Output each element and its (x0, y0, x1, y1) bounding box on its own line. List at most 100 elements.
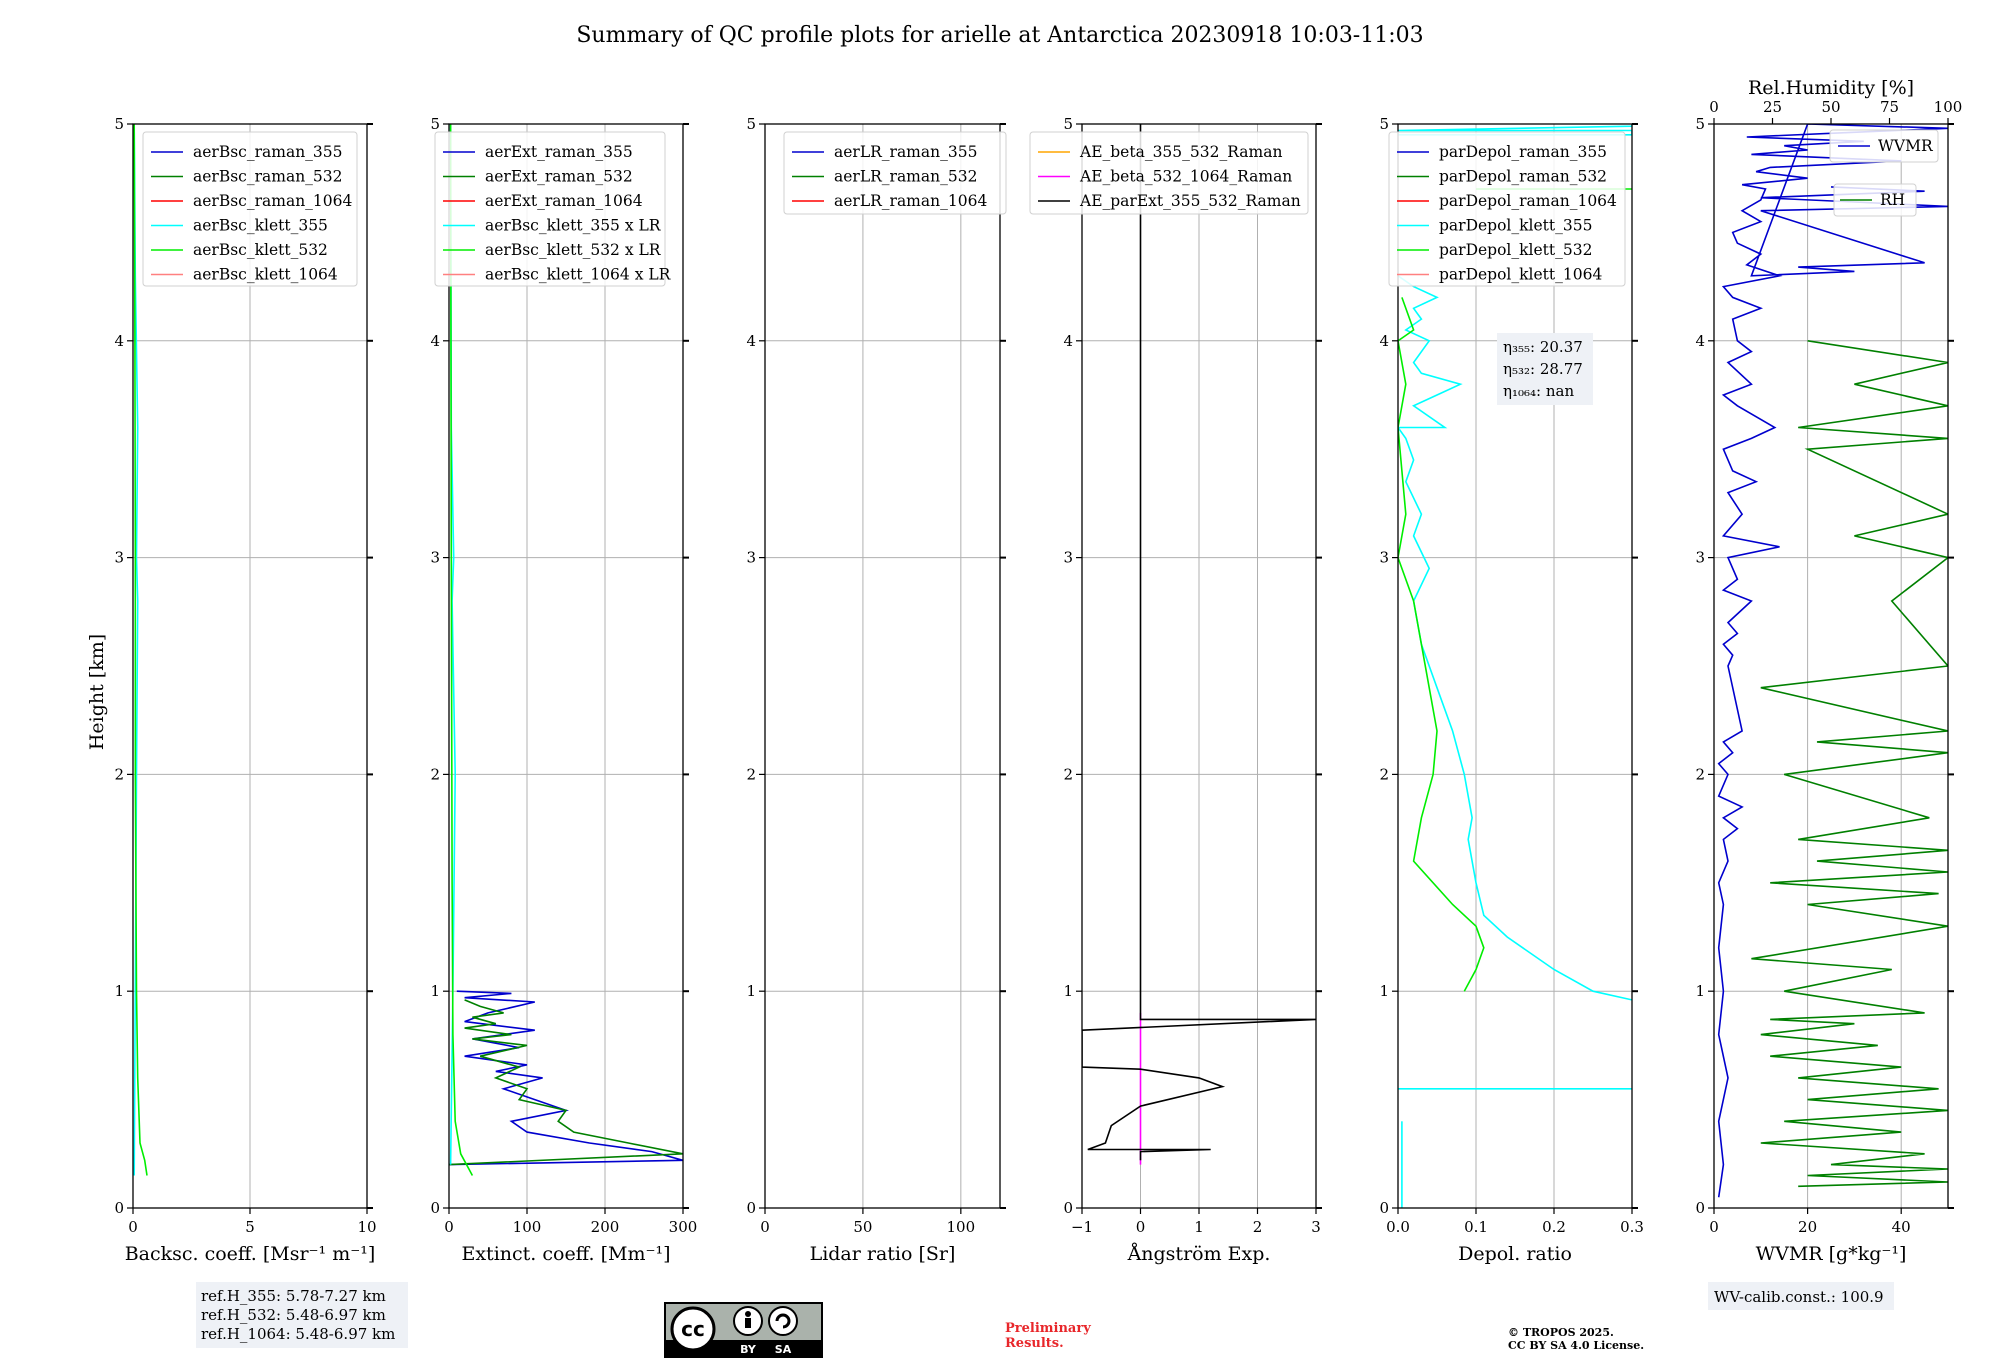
y-tick-label: 3 (1695, 549, 1705, 567)
sa-icon-arrow (775, 1313, 791, 1329)
y-tick-label: 0 (1063, 1199, 1073, 1217)
x-tick-label: 0.1 (1464, 1218, 1488, 1236)
y-tick-label: 4 (746, 332, 756, 350)
y-tick-label: 1 (746, 982, 756, 1000)
legend-entry: aerBsc_klett_355 (193, 217, 328, 235)
eta-value: η₁₀₆₄: nan (1503, 382, 1574, 400)
y-tick-label: 1 (430, 982, 440, 1000)
top-axis-label: Rel.Humidity [%] (1748, 77, 1914, 99)
top-x-tick-label: 25 (1763, 98, 1782, 116)
top-x-tick-label: 50 (1821, 98, 1840, 116)
legend-entry: aerBsc_raman_532 (193, 168, 343, 186)
legend-entry: aerLR_raman_355 (834, 143, 977, 161)
sa-icon (768, 1306, 798, 1336)
y-tick-label: 5 (1379, 115, 1389, 133)
series-line-aerExt_raman_355 (449, 990, 683, 1166)
y-axis-label: Height [km] (86, 634, 108, 750)
x-tick-label: 200 (591, 1218, 620, 1236)
y-tick-label: 0 (1695, 1199, 1705, 1217)
y-tick-label: 3 (746, 549, 756, 567)
eta-box (1497, 333, 1593, 405)
axes-frame (1713, 123, 1949, 1209)
y-tick-label: 2 (430, 765, 440, 783)
y-tick-label: 5 (1695, 115, 1705, 133)
by-label: BY (740, 1343, 757, 1356)
legend-box (142, 131, 358, 287)
y-tick-label: 5 (746, 115, 756, 133)
legend-entry: aerBsc_klett_1064 (193, 266, 338, 284)
legend-wvmr: WVMR (1829, 129, 1939, 163)
x-tick-label: 0.3 (1620, 1218, 1644, 1236)
copyright-line-1: © TROPOS 2025. (1508, 1326, 1614, 1339)
refh-355: ref.H_355: 5.78-7.27 km (201, 1287, 386, 1305)
legend-entry: parDepol_klett_1064 (1439, 266, 1602, 284)
legend-rh: RH (1833, 183, 1917, 217)
legend-entry: parDepol_klett_355 (1439, 217, 1592, 235)
axes-frame (448, 123, 684, 1209)
legend-entry: aerBsc_raman_355 (193, 143, 343, 161)
panel-wv: 0 20 40 0 1 2 3 4 5 WVMR [g*kg⁻¹] 0 25 50 75 100 Rel.Hu… (1695, 77, 1962, 1310)
x-tick-label: 0 (1709, 1218, 1719, 1236)
y-tick-label: 1 (1379, 982, 1389, 1000)
cc-icon (670, 1306, 716, 1352)
cc-icon-label: cc (681, 1317, 705, 1341)
axes-frame (1397, 123, 1633, 1209)
x-tick-label: 2 (1253, 1218, 1263, 1236)
cc-license-logo: cc BY SA (664, 1302, 823, 1358)
y-tick-label: 3 (1379, 549, 1389, 567)
axes-frame (764, 123, 1001, 1209)
y-tick-label: 5 (1063, 115, 1073, 133)
legend-entry: aerLR_raman_532 (834, 168, 977, 186)
legend-entry: aerBsc_klett_532 (193, 241, 328, 259)
legend-entry: aerBsc_klett_1064 x LR (485, 266, 672, 284)
y-tick-label: 4 (114, 332, 124, 350)
y-tick-label: 5 (430, 115, 440, 133)
x-axis-label: Backsc. coeff. [Msr⁻¹ m⁻¹] (125, 1243, 376, 1265)
eta-value: η₅₃₂: 28.77 (1503, 360, 1583, 378)
panel-bsc: 0 5 10 0 1 2 3 4 5 Backsc. coeff. [Msr⁻¹ m⁻¹] aerB… (114, 115, 376, 1265)
x-tick-label: 3 (1311, 1218, 1321, 1236)
x-tick-label: 300 (669, 1218, 698, 1236)
y-tick-label: 2 (1695, 765, 1705, 783)
legend-entry: RH (1880, 191, 1905, 209)
x-tick-label: 0 (444, 1218, 454, 1236)
legend-entry: AE_parExt_355_532_Raman (1079, 192, 1301, 210)
y-tick-label: 2 (746, 765, 756, 783)
legend-entry: aerBsc_klett_355 x LR (485, 217, 662, 235)
legend: aerExt_raman_355 aerExt_raman_532 aerExt_r… (434, 131, 672, 287)
y-tick-label: 3 (114, 549, 124, 567)
wv-calib-const: WV-calib.const.: 100.9 (1714, 1288, 1884, 1306)
preliminary-line-1: Preliminary (1005, 1321, 1091, 1336)
legend-entry: parDepol_raman_355 (1439, 143, 1607, 161)
x-axis-label: WVMR [g*kg⁻¹] (1756, 1243, 1907, 1265)
x-tick-label: 0 (128, 1218, 138, 1236)
legend-entry: parDepol_raman_1064 (1439, 192, 1617, 210)
legend-box (783, 131, 1007, 215)
y-tick-label: 4 (1063, 332, 1073, 350)
legend-entry: AE_beta_532_1064_Raman (1079, 168, 1292, 186)
legend-entry: WVMR (1878, 137, 1934, 155)
legend-box (1388, 131, 1626, 287)
panel-lr: 0 50 100 0 1 2 3 4 5 Lidar ratio [Sr] aerLR_raman_… (746, 115, 1007, 1265)
panel-ext: 0 100 200 300 0 1 2 3 4 5 Extinct. coeff. [Mm⁻¹] ae… (430, 115, 697, 1265)
x-tick-label: 50 (853, 1218, 872, 1236)
legend-entry: aerLR_raman_1064 (834, 192, 987, 210)
y-tick-label: 2 (1379, 765, 1389, 783)
legend: AE_beta_355_532_Raman AE_beta_532_1064_Ra… (1029, 131, 1309, 215)
series-line-aerBsc_klett_532 x LR (449, 124, 474, 1176)
y-tick-label: 4 (430, 332, 440, 350)
legend: parDepol_raman_355 parDepol_raman_532 parD… (1388, 131, 1626, 287)
series-line-RH (1751, 340, 1948, 1188)
eta-value: η₃₅₅: 20.37 (1503, 338, 1583, 356)
legend-entry: AE_beta_355_532_Raman (1079, 143, 1282, 161)
legend-box (1029, 131, 1309, 215)
by-icon-body (745, 1318, 751, 1328)
top-x-tick-label: 0 (1709, 98, 1719, 116)
reference-height-box-bg (196, 1282, 408, 1348)
series-line-parDepol_klett_355 (1398, 275, 1632, 1001)
y-tick-label: 1 (114, 982, 124, 1000)
x-axis-label: Extinct. coeff. [Mm⁻¹] (461, 1243, 670, 1265)
top-x-tick-label: 100 (1934, 98, 1963, 116)
legend-entry: parDepol_klett_532 (1439, 241, 1592, 259)
